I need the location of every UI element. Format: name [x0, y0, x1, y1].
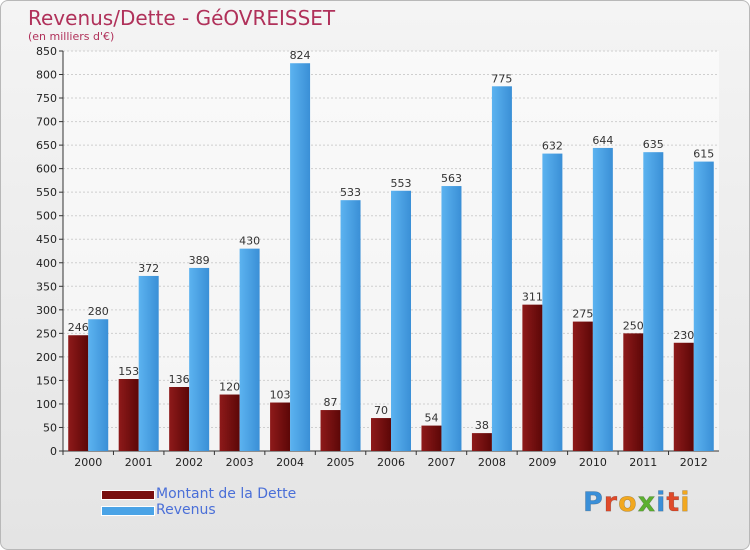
data-label-dette: 70: [374, 404, 388, 417]
bar-dette: [68, 335, 89, 451]
data-label-revenus: 824: [290, 49, 311, 62]
bar-revenus: [239, 248, 260, 451]
data-label-dette: 311: [522, 291, 543, 304]
legend-label-revenus: Revenus: [156, 502, 216, 518]
bar-dette: [623, 333, 644, 451]
y-tick-label: 450: [36, 233, 57, 246]
bar-dette: [371, 418, 391, 451]
x-tick-label: 2010: [579, 456, 607, 469]
data-label-revenus: 533: [340, 186, 361, 199]
x-tick-label: 2011: [629, 456, 657, 469]
bar-revenus: [391, 190, 411, 451]
y-tick-label: 650: [36, 139, 57, 152]
logo-letter: i: [680, 487, 691, 519]
data-label-dette: 38: [475, 419, 489, 432]
y-tick-label: 850: [36, 45, 57, 58]
bar-revenus: [189, 267, 210, 451]
data-label-revenus: 635: [643, 138, 664, 151]
x-tick-label: 2007: [427, 456, 455, 469]
data-label-dette: 230: [673, 329, 694, 342]
bar-dette: [421, 425, 442, 451]
x-tick-label: 2008: [478, 456, 506, 469]
logo-letter: t: [666, 487, 681, 519]
bar-revenus: [441, 186, 462, 451]
data-label-revenus: 644: [592, 134, 613, 147]
logo-letter: P: [583, 487, 604, 519]
bar-revenus: [340, 200, 361, 451]
data-label-revenus: 389: [189, 254, 210, 267]
data-label-dette: 87: [324, 396, 338, 409]
bar-dette: [270, 402, 291, 451]
data-label-revenus: 775: [491, 72, 512, 85]
data-label-dette: 275: [572, 308, 593, 321]
logo-letter: o: [618, 487, 638, 519]
y-tick-label: 600: [36, 163, 57, 176]
bar-dette: [673, 342, 694, 451]
x-tick-label: 2000: [74, 456, 102, 469]
data-label-revenus: 430: [239, 235, 260, 248]
y-tick-label: 200: [36, 351, 57, 364]
legend-swatch-revenus: [101, 506, 155, 516]
data-label-revenus: 372: [138, 262, 159, 275]
bar-revenus: [592, 147, 613, 452]
legend-label-dette: Montant de la Dette: [156, 486, 297, 502]
y-tick-label: 700: [36, 116, 57, 129]
bar-dette: [118, 379, 139, 451]
y-tick-label: 400: [36, 257, 57, 270]
y-tick-label: 350: [36, 280, 57, 293]
logo-letter: x: [637, 487, 657, 519]
chart-subtitle: (en milliers d'€): [28, 30, 115, 43]
logo-letter: r: [603, 487, 619, 519]
proxiti-logo: Proxiti: [583, 487, 691, 519]
y-tick-label: 50: [43, 421, 57, 434]
data-label-dette: 54: [424, 412, 438, 425]
y-tick-label: 550: [36, 186, 57, 199]
bar-revenus: [88, 319, 109, 451]
y-tick-label: 150: [36, 374, 57, 387]
bar-dette: [219, 394, 240, 451]
bar-revenus: [693, 161, 714, 451]
y-tick-label: 300: [36, 304, 57, 317]
bar-revenus: [643, 152, 664, 452]
chart-title: Revenus/Dette - GéOVREISSET: [28, 6, 336, 30]
bar-dette: [169, 387, 190, 451]
data-label-revenus: 615: [693, 148, 714, 161]
y-tick-label: 0: [50, 445, 57, 458]
data-label-revenus: 553: [391, 177, 412, 190]
y-tick-label: 750: [36, 92, 57, 105]
data-label-dette: 250: [623, 319, 644, 332]
legend-swatch-dette: [101, 490, 155, 500]
data-label-dette: 136: [169, 373, 190, 386]
x-tick-label: 2004: [276, 456, 304, 469]
bar-dette: [522, 304, 543, 451]
x-tick-label: 2003: [226, 456, 254, 469]
x-tick-label: 2001: [125, 456, 153, 469]
bar-dette: [471, 433, 492, 451]
bar-revenus: [542, 153, 563, 451]
x-tick-label: 2005: [327, 456, 355, 469]
x-tick-label: 2006: [377, 456, 405, 469]
data-label-revenus: 563: [441, 172, 462, 185]
y-tick-label: 250: [36, 327, 57, 340]
data-label-dette: 120: [219, 381, 240, 394]
y-tick-label: 100: [36, 398, 57, 411]
data-label-dette: 246: [68, 321, 89, 334]
data-label-dette: 153: [118, 365, 139, 378]
data-label-dette: 103: [270, 389, 291, 402]
x-tick-label: 2009: [528, 456, 556, 469]
bar-revenus: [138, 275, 159, 451]
logo-letter: i: [656, 487, 667, 519]
bar-revenus: [290, 63, 311, 452]
data-label-revenus: 280: [88, 305, 109, 318]
data-label-revenus: 632: [542, 140, 563, 153]
y-tick-label: 800: [36, 69, 57, 82]
bar-revenus: [491, 86, 512, 451]
bar-dette: [572, 321, 593, 451]
x-tick-label: 2012: [680, 456, 708, 469]
x-tick-label: 2002: [175, 456, 203, 469]
y-tick-label: 500: [36, 210, 57, 223]
bar-dette: [320, 410, 341, 451]
